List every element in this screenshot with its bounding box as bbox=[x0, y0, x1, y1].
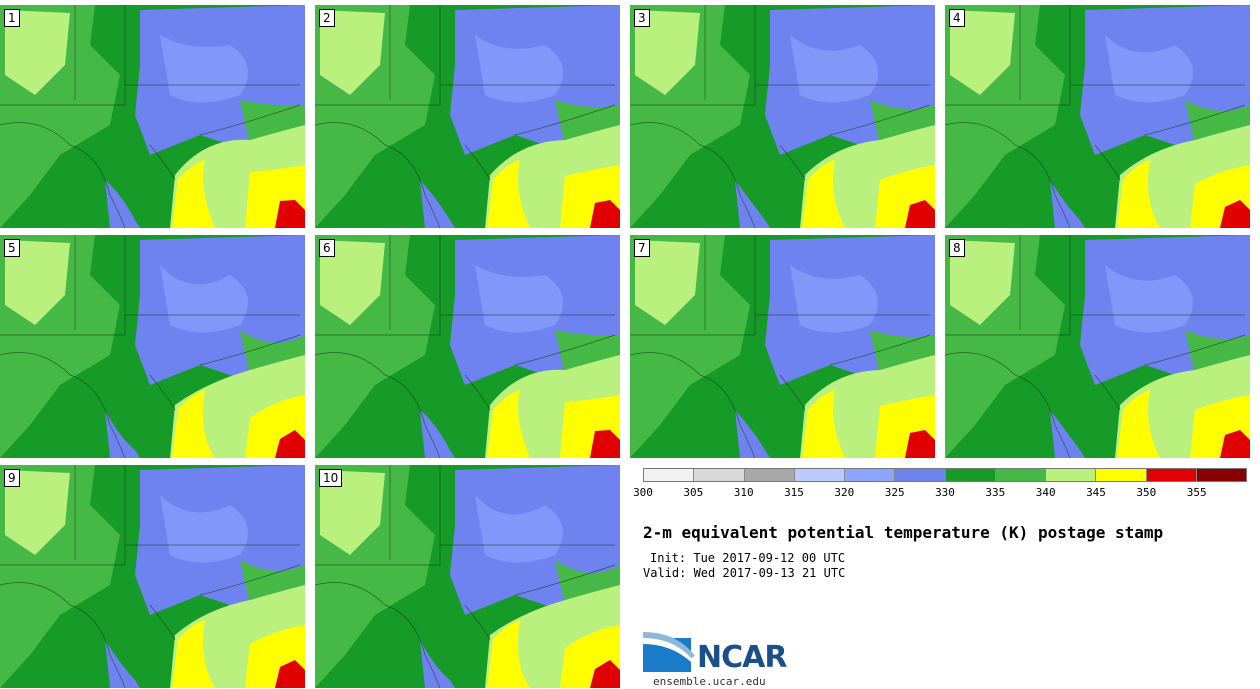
member-number-label: 9 bbox=[4, 469, 20, 487]
postage-stamp-panel: 2 bbox=[315, 5, 620, 228]
postage-stamp-panel: 8 bbox=[945, 235, 1250, 458]
member-number-label: 3 bbox=[634, 9, 650, 27]
valid-time: Valid: Wed 2017-09-13 21 UTC bbox=[643, 566, 846, 580]
ncar-logo-icon bbox=[643, 632, 695, 672]
colorbar-tick-label: 355 bbox=[1186, 486, 1207, 499]
colorbar-swatch bbox=[1145, 469, 1196, 481]
init-time: Init: Tue 2017-09-12 00 UTC bbox=[650, 551, 846, 565]
colorbar bbox=[643, 468, 1247, 482]
member-number-label: 6 bbox=[319, 239, 335, 257]
colorbar-tick-label: 345 bbox=[1086, 486, 1106, 499]
member-number-label: 10 bbox=[319, 469, 343, 487]
colorbar-tick-label: 325 bbox=[884, 486, 905, 499]
colorbar-tick-label: 315 bbox=[784, 486, 804, 499]
postage-stamp-panel: 1 bbox=[0, 5, 305, 228]
colorbar-tick-label: 330 bbox=[935, 486, 955, 499]
theta-e-map bbox=[0, 465, 305, 688]
member-number-label: 2 bbox=[319, 9, 335, 27]
colorbar-swatch bbox=[844, 469, 895, 481]
colorbar-tick-label: 350 bbox=[1136, 486, 1157, 499]
theta-e-map bbox=[315, 235, 620, 458]
member-number-label: 1 bbox=[4, 9, 20, 27]
postage-stamp-panel: 7 bbox=[630, 235, 935, 458]
colorbar-tick-label: 310 bbox=[733, 486, 754, 499]
colorbar-swatch bbox=[793, 469, 844, 481]
member-number-label: 8 bbox=[949, 239, 965, 257]
colorbar-swatch bbox=[693, 469, 744, 481]
logo-url: ensemble.ucar.edu bbox=[653, 675, 766, 688]
colorbar-tick-label: 300 bbox=[633, 486, 653, 499]
colorbar-tick-label: 340 bbox=[1035, 486, 1056, 499]
theta-e-map bbox=[0, 5, 305, 228]
member-number-label: 5 bbox=[4, 239, 20, 257]
colorbar-swatch bbox=[994, 469, 1045, 481]
theta-e-map bbox=[630, 235, 935, 458]
colorbar-swatch bbox=[944, 469, 995, 481]
postage-stamp-panel: 4 bbox=[945, 5, 1250, 228]
colorbar-swatch bbox=[1095, 469, 1146, 481]
postage-stamp-panel: 6 bbox=[315, 235, 620, 458]
postage-stamp-panel: 3 bbox=[630, 5, 935, 228]
member-number-label: 4 bbox=[949, 9, 965, 27]
postage-stamp-panel: 9 bbox=[0, 465, 305, 688]
theta-e-map bbox=[315, 465, 620, 688]
postage-stamp-panel: 10 bbox=[315, 465, 620, 688]
colorbar-swatch bbox=[1045, 469, 1096, 481]
theta-e-map bbox=[0, 235, 305, 458]
logo-wordmark: NCAR bbox=[697, 640, 787, 675]
colorbar-swatch bbox=[743, 469, 794, 481]
colorbar-tick-label: 335 bbox=[985, 486, 1006, 499]
member-number-label: 7 bbox=[634, 239, 650, 257]
colorbar-tick-label: 320 bbox=[834, 486, 855, 499]
colorbar-ticks: 300 305 310 315 320 325 330 335 340 345 350 355 bbox=[633, 486, 1247, 500]
theta-e-map bbox=[945, 235, 1250, 458]
colorbar-swatch bbox=[1195, 469, 1246, 481]
colorbar-swatch bbox=[644, 469, 694, 481]
theta-e-map bbox=[945, 5, 1250, 228]
map-title: 2-m equivalent potential temperature (K)… bbox=[643, 523, 1164, 542]
theta-e-map bbox=[315, 5, 620, 228]
postage-stamp-panel: 5 bbox=[0, 235, 305, 458]
colorbar-swatch bbox=[894, 469, 945, 481]
theta-e-map bbox=[630, 5, 935, 228]
colorbar-tick-label: 305 bbox=[683, 486, 704, 499]
